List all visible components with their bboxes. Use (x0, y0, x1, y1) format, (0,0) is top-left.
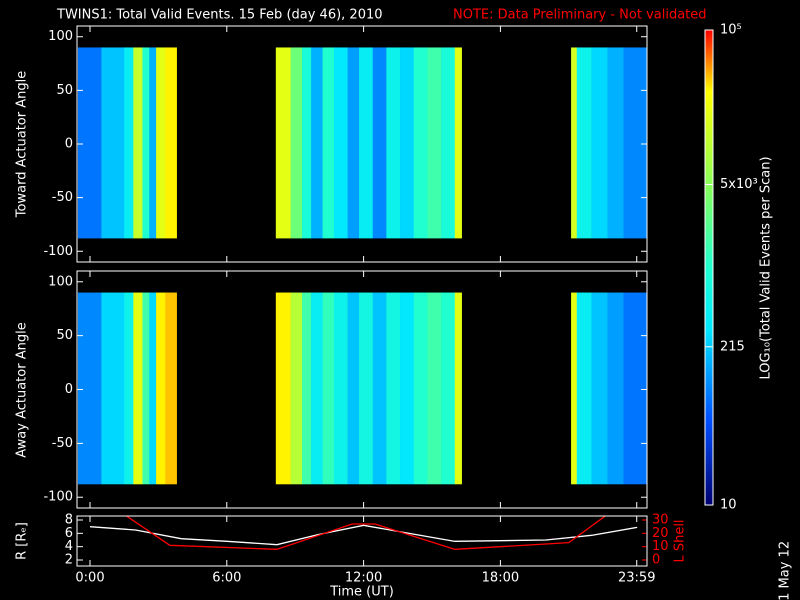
heatmap-cell (386, 292, 401, 485)
x-tick-label: 6:00 (212, 571, 241, 586)
x-tick-label: 12:00 (345, 571, 382, 586)
heatmap-cell (591, 292, 608, 485)
heatmap-cell (142, 47, 150, 239)
heatmap-cell (322, 292, 335, 485)
y-tick-label: 50 (56, 328, 73, 343)
heatmap-cell (290, 292, 303, 485)
heatmap-cell (571, 47, 578, 239)
y2-tick-label: 0 (652, 553, 660, 568)
x-tick-label: 0:00 (75, 571, 104, 586)
heatmap-cell (441, 292, 456, 485)
heatmap-cell (359, 47, 374, 239)
heatmap-cell (124, 47, 134, 239)
y-tick-label: 2 (65, 553, 73, 568)
heatmap-cell (101, 292, 125, 485)
x-tick-label: 23:59 (618, 571, 655, 586)
heatmap-cell (165, 292, 177, 485)
heatmap-cell (372, 47, 387, 239)
annotation: 11 May 12 (778, 541, 793, 600)
x-tick-label: 18:00 (482, 571, 519, 586)
heatmap-cell (133, 292, 143, 485)
heatmap-cell (347, 47, 360, 239)
y-tick-label: -50 (52, 190, 73, 205)
line (126, 516, 606, 550)
note: NOTE: Data Preliminary - Not validated (453, 8, 707, 23)
colorbar (704, 29, 714, 506)
heatmap-cell (149, 47, 157, 239)
heatmap-cell (311, 292, 323, 485)
y-tick-label: -50 (52, 436, 73, 451)
y-tick-label: 8 (65, 513, 73, 528)
heatmap-cell (333, 292, 348, 485)
y2-axis-label: L Shell (673, 519, 688, 562)
heatmap-cell (576, 47, 592, 239)
heatmap-cell (372, 292, 387, 485)
y-axis-label: Away Actuator Angle (15, 322, 30, 457)
heatmap-cell (607, 47, 624, 239)
y-tick-label: 6 (65, 526, 73, 541)
heatmap-cell (124, 292, 134, 485)
heatmap-cell (427, 47, 442, 239)
heatmap-cell (156, 47, 166, 239)
heatmap-cell (413, 47, 428, 239)
heatmap-cell (413, 292, 428, 485)
heatmap-cell (156, 292, 166, 485)
heatmap-cell (149, 292, 157, 485)
heatmap-cell (454, 292, 462, 485)
x-axis-label: Time (UT) (329, 585, 394, 600)
heatmap-cell (311, 47, 323, 239)
heatmap-cell (427, 292, 442, 485)
heatmap-cell (302, 292, 312, 485)
chart-title: TWINS1: Total Valid Events. 15 Feb (day … (56, 8, 383, 23)
heatmap-cell (333, 47, 348, 239)
heatmap-cell (101, 47, 125, 239)
heatmap-cell (133, 47, 143, 239)
heatmap-cell (623, 47, 648, 239)
heatmap-cell (607, 292, 624, 485)
y-tick-label: -100 (43, 490, 73, 505)
heatmap-cell (77, 292, 102, 485)
y-tick-label: 50 (56, 83, 73, 98)
heatmap-cell (576, 292, 592, 485)
plot-frame (76, 515, 648, 567)
y-tick-label: 0 (65, 382, 73, 397)
y2-tick-label: 10 (652, 539, 669, 554)
heatmap-cell (359, 292, 374, 485)
colorbar-tick-label: 10 (720, 498, 737, 513)
plot-area (89, 516, 638, 550)
heatmap-cell (591, 47, 608, 239)
heatmap-cell (347, 292, 360, 485)
heatmap-cell (290, 47, 303, 239)
heatmap-cell (400, 292, 415, 485)
heatmap-cell (165, 47, 177, 239)
y2-tick-label: 20 (652, 526, 669, 541)
heatmap-cell (275, 47, 291, 239)
y-tick-label: 100 (48, 274, 73, 289)
y2-tick-label: 30 (652, 513, 669, 528)
heatmap-cell (275, 292, 291, 485)
heatmap-cell (454, 47, 462, 239)
y-tick-label: 0 (65, 137, 73, 152)
heatmap-cell (400, 47, 415, 239)
heatmap-cell (623, 292, 648, 485)
heatmap-cell (77, 47, 102, 239)
heatmap-cell (322, 47, 335, 239)
y-tick-label: -100 (43, 244, 73, 259)
colorbar-tick-label: 215 (720, 339, 745, 354)
heatmap-cell (142, 292, 150, 485)
heatmap-cell (386, 47, 401, 239)
y-tick-label: 4 (65, 539, 73, 554)
y-axis-label: R [Rₑ] (15, 522, 30, 560)
colorbar-tick-label: 10⁵ (720, 23, 742, 38)
line (89, 524, 638, 546)
colorbar-label: LOG₁₀(Total Valid Events per Scan) (759, 156, 774, 379)
heatmap-cell (571, 292, 578, 485)
y-tick-label: 100 (48, 29, 73, 44)
heatmap-cell (302, 47, 312, 239)
heatmap-cell (441, 47, 456, 239)
colorbar-tick-label: 5x10³ (720, 177, 758, 192)
y-axis-label: Toward Actuator Angle (15, 71, 30, 218)
